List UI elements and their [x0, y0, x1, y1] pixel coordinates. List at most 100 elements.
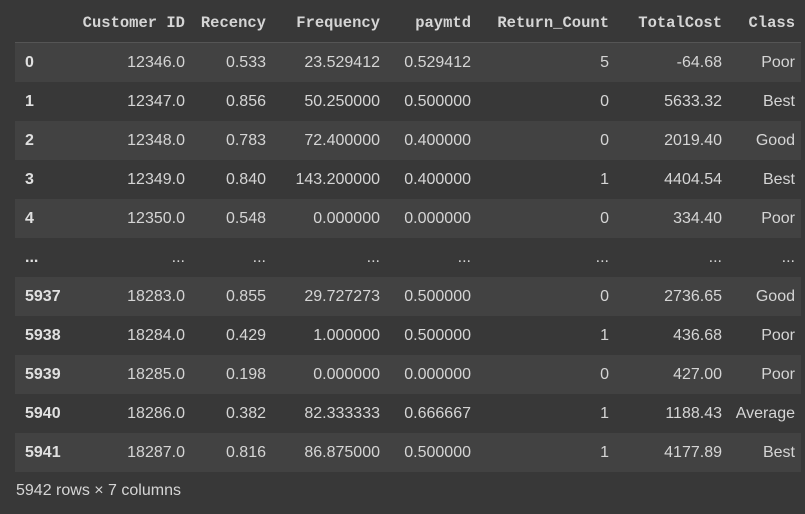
- table-cell: 0.500000: [386, 433, 477, 472]
- table-cell: 0.533: [191, 42, 272, 82]
- table-cell: 1: [477, 160, 615, 199]
- table-cell: 0.816: [191, 433, 272, 472]
- table-cell: 12349.0: [73, 160, 191, 199]
- table-cell: 29.727273: [272, 277, 386, 316]
- row-index: 5937: [15, 277, 73, 316]
- table-cell: 1: [477, 394, 615, 433]
- table-cell: 0.855: [191, 277, 272, 316]
- table-cell: 1: [477, 433, 615, 472]
- table-cell: 0.198: [191, 355, 272, 394]
- row-index: 0: [15, 42, 73, 82]
- table-cell: Good: [728, 121, 801, 160]
- table-cell: 12347.0: [73, 82, 191, 121]
- table-cell: 72.400000: [272, 121, 386, 160]
- table-cell: ...: [191, 238, 272, 277]
- table-cell: Best: [728, 160, 801, 199]
- column-header: paymtd: [386, 3, 477, 43]
- table-cell: 82.333333: [272, 394, 386, 433]
- table-cell: 4177.89: [615, 433, 728, 472]
- table-row: 5941 18287.0 0.816 86.875000 0.500000 1 4177.8…: [15, 433, 801, 472]
- row-index: 3: [15, 160, 73, 199]
- table-cell: ...: [386, 238, 477, 277]
- table-cell: Poor: [728, 355, 801, 394]
- table-cell: 18287.0: [73, 433, 191, 472]
- table-cell: 1188.43: [615, 394, 728, 433]
- table-cell: Good: [728, 277, 801, 316]
- table-cell: 18286.0: [73, 394, 191, 433]
- table-cell: 86.875000: [272, 433, 386, 472]
- table-cell: 0: [477, 355, 615, 394]
- column-header: Return_Count: [477, 3, 615, 43]
- table-cell: 0.500000: [386, 82, 477, 121]
- table-row: 3 12349.0 0.840 143.200000 0.400000 1 4404.54 B…: [15, 160, 801, 199]
- table-cell: 12350.0: [73, 199, 191, 238]
- table-cell: 0.500000: [386, 316, 477, 355]
- table-cell: 18284.0: [73, 316, 191, 355]
- table-cell: Average: [728, 394, 801, 433]
- ellipsis-row: ........................: [15, 238, 801, 277]
- table-body: 0 12346.0 0.533 23.529412 0.529412 5 -64.68 Poo…: [15, 42, 801, 472]
- row-index: ...: [15, 238, 73, 277]
- table-cell: Best: [728, 433, 801, 472]
- table-row: 5937 18283.0 0.855 29.727273 0.500000 0 2736.6…: [15, 277, 801, 316]
- table-row: 5940 18286.0 0.382 82.333333 0.666667 1 1188.4…: [15, 394, 801, 433]
- table-cell: 0.840: [191, 160, 272, 199]
- index-header: [15, 3, 73, 43]
- table-cell: 0.400000: [386, 160, 477, 199]
- table-cell: ...: [728, 238, 801, 277]
- table-row: 5939 18285.0 0.198 0.000000 0.000000 0 427.00 P…: [15, 355, 801, 394]
- table-cell: ...: [73, 238, 191, 277]
- table-row: 2 12348.0 0.783 72.400000 0.400000 0 2019.40 Go…: [15, 121, 801, 160]
- table-cell: ...: [477, 238, 615, 277]
- header-row: Customer ID Recency Frequency paymtd Return_…: [15, 3, 801, 43]
- table-cell: Poor: [728, 199, 801, 238]
- table-cell: 143.200000: [272, 160, 386, 199]
- table-cell: 0.000000: [272, 355, 386, 394]
- table-cell: 0: [477, 121, 615, 160]
- table-cell: 0.548: [191, 199, 272, 238]
- table-cell: 0.000000: [272, 199, 386, 238]
- table-cell: 5633.32: [615, 82, 728, 121]
- table-cell: 2019.40: [615, 121, 728, 160]
- table-cell: 4404.54: [615, 160, 728, 199]
- table-cell: 0.856: [191, 82, 272, 121]
- row-index: 5938: [15, 316, 73, 355]
- table-row: 4 12350.0 0.548 0.000000 0.000000 0 334.40 Poor: [15, 199, 801, 238]
- table-cell: ...: [272, 238, 386, 277]
- table-cell: 18283.0: [73, 277, 191, 316]
- row-index: 5939: [15, 355, 73, 394]
- table-row: 0 12346.0 0.533 23.529412 0.529412 5 -64.68 Poo…: [15, 42, 801, 82]
- table-cell: ...: [615, 238, 728, 277]
- table-cell: 0.529412: [386, 42, 477, 82]
- table-cell: 2736.65: [615, 277, 728, 316]
- table-cell: 0.000000: [386, 355, 477, 394]
- table-row: 5938 18284.0 0.429 1.000000 0.500000 1 436.68 P…: [15, 316, 801, 355]
- table-cell: Poor: [728, 42, 801, 82]
- row-index: 5940: [15, 394, 73, 433]
- table-shape-footer: 5942 rows × 7 columns: [16, 482, 181, 499]
- table-cell: Poor: [728, 316, 801, 355]
- table-cell: 12348.0: [73, 121, 191, 160]
- table-cell: 0: [477, 82, 615, 121]
- table-cell: 5: [477, 42, 615, 82]
- table-cell: 50.250000: [272, 82, 386, 121]
- table-cell: Best: [728, 82, 801, 121]
- table-cell: 0.000000: [386, 199, 477, 238]
- table-cell: 0.783: [191, 121, 272, 160]
- table-cell: 23.529412: [272, 42, 386, 82]
- column-header: Recency: [191, 3, 272, 43]
- table-cell: 427.00: [615, 355, 728, 394]
- table-cell: 0.400000: [386, 121, 477, 160]
- dataframe-table: Customer ID Recency Frequency paymtd Return_…: [15, 3, 801, 472]
- table-cell: 0: [477, 277, 615, 316]
- column-header: Frequency: [272, 3, 386, 43]
- table-cell: 334.40: [615, 199, 728, 238]
- table-cell: 18285.0: [73, 355, 191, 394]
- row-index: 2: [15, 121, 73, 160]
- table-cell: 1: [477, 316, 615, 355]
- column-header: Customer ID: [73, 3, 191, 43]
- table-cell: -64.68: [615, 42, 728, 82]
- table-cell: 12346.0: [73, 42, 191, 82]
- table-cell: 0.500000: [386, 277, 477, 316]
